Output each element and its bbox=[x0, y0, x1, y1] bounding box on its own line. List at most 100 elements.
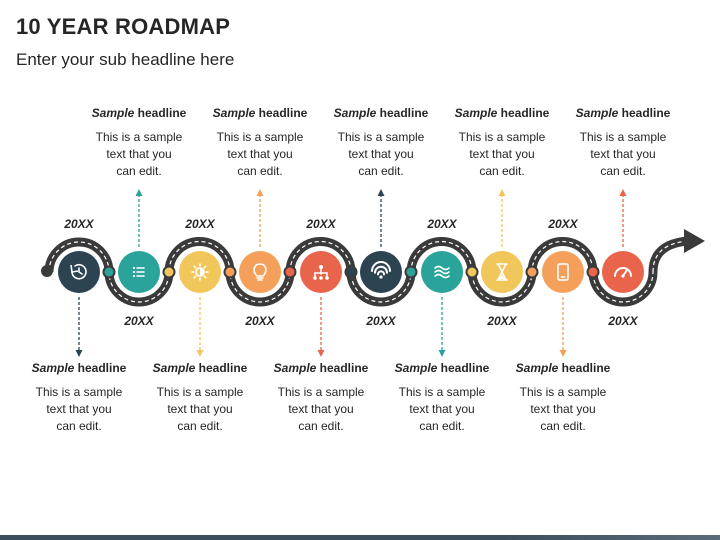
step-arrow bbox=[377, 189, 385, 196]
step-headline-rest: headline bbox=[134, 106, 187, 120]
roadmap-step-2 bbox=[116, 189, 162, 295]
step-headline-em: Sample bbox=[394, 361, 438, 375]
road-junction-dot bbox=[223, 265, 237, 279]
step-text: This is a sample text that you can edit. bbox=[84, 129, 194, 180]
step-text-line: text that you bbox=[469, 147, 535, 161]
step-text-line: can edit. bbox=[237, 164, 283, 178]
wifi-icon bbox=[371, 261, 391, 279]
roadmap-step-7 bbox=[419, 249, 465, 357]
roadmap-step-10 bbox=[600, 189, 646, 295]
step-year-text: 20XX bbox=[427, 217, 457, 231]
step-headline-rest: headline bbox=[497, 106, 550, 120]
step-arrow bbox=[135, 189, 143, 196]
step-year-text: 20XX bbox=[306, 217, 336, 231]
road-start-cap bbox=[41, 265, 53, 277]
road-junction-dot bbox=[586, 265, 600, 279]
step-text-line: text that you bbox=[530, 402, 596, 416]
step-headline-rest: headline bbox=[255, 106, 308, 120]
step-arrow bbox=[317, 350, 325, 357]
step-arrow bbox=[559, 350, 567, 357]
step-year-text: 20XX bbox=[548, 217, 578, 231]
step-headline: Sample headline bbox=[256, 361, 386, 375]
step-year-text: 20XX bbox=[608, 314, 638, 328]
step-headline-em: Sample bbox=[575, 106, 619, 120]
step-text-line: can edit. bbox=[479, 164, 525, 178]
page-title: 10 YEAR ROADMAP bbox=[16, 14, 231, 39]
step-text-line: can edit. bbox=[177, 419, 223, 433]
road-junction-dot bbox=[102, 265, 116, 279]
roadmap-step-9 bbox=[540, 249, 586, 357]
step-text: This is a sample text that you can edit. bbox=[508, 384, 618, 435]
road-junction-dot bbox=[344, 265, 358, 279]
step-headline-rest: headline bbox=[74, 361, 127, 375]
roadmap-step-1 bbox=[56, 249, 102, 357]
step-headline: Sample headline bbox=[135, 361, 265, 375]
step-headline-em: Sample bbox=[152, 361, 196, 375]
step-year-text: 20XX bbox=[124, 314, 154, 328]
step-text-line: This is a sample bbox=[216, 130, 304, 144]
road-dashes bbox=[48, 240, 654, 303]
hourglass-icon bbox=[496, 263, 508, 281]
history-icon bbox=[70, 263, 87, 280]
step-year-text: 20XX bbox=[64, 217, 94, 231]
road-junction-dot bbox=[283, 265, 297, 279]
step-node bbox=[602, 251, 644, 293]
step-arrow bbox=[256, 189, 264, 196]
step-text: This is a sample text that you can edit. bbox=[447, 129, 557, 180]
step-headline-em: Sample bbox=[333, 106, 377, 120]
step-text-line: can edit. bbox=[600, 164, 646, 178]
step-headline: Sample headline bbox=[74, 106, 204, 120]
step-text-line: This is a sample bbox=[95, 130, 183, 144]
step-headline: Sample headline bbox=[316, 106, 446, 120]
roadmap-step-6 bbox=[358, 189, 404, 295]
step-text-line: can edit. bbox=[116, 164, 162, 178]
step-arrow bbox=[196, 350, 204, 357]
step-headline: Sample headline bbox=[437, 106, 567, 120]
step-arrow bbox=[619, 189, 627, 196]
step-text-line: can edit. bbox=[419, 419, 465, 433]
gauge-icon bbox=[614, 267, 632, 278]
step-headline-em: Sample bbox=[273, 361, 317, 375]
step-year: 20XX bbox=[54, 217, 104, 231]
bulb-icon bbox=[253, 263, 267, 281]
footer-bar bbox=[0, 535, 720, 540]
step-headline: Sample headline bbox=[195, 106, 325, 120]
page-subtitle: Enter your sub headline here bbox=[16, 50, 235, 69]
step-year-text: 20XX bbox=[185, 217, 215, 231]
step-text-line: This is a sample bbox=[156, 385, 244, 399]
step-text-line: text that you bbox=[106, 147, 172, 161]
step-arrow bbox=[75, 350, 83, 357]
step-headline-rest: headline bbox=[316, 361, 369, 375]
step-node bbox=[542, 251, 584, 293]
road-junction-dot bbox=[465, 265, 479, 279]
step-headline: Sample headline bbox=[498, 361, 628, 375]
step-headline-rest: headline bbox=[558, 361, 611, 375]
step-headline-rest: headline bbox=[437, 361, 490, 375]
road-junction-dot bbox=[404, 265, 418, 279]
road-junction-dot bbox=[162, 265, 176, 279]
step-headline-em: Sample bbox=[212, 106, 256, 120]
sun-icon bbox=[191, 263, 209, 281]
step-text: This is a sample text that you can edit. bbox=[266, 384, 376, 435]
road bbox=[41, 229, 705, 307]
step-text-line: can edit. bbox=[358, 164, 404, 178]
step-headline: Sample headline bbox=[558, 106, 688, 120]
step-text-line: can edit. bbox=[540, 419, 586, 433]
step-text-line: This is a sample bbox=[35, 385, 123, 399]
step-text-line: text that you bbox=[167, 402, 233, 416]
step-text: This is a sample text that you can edit. bbox=[387, 384, 497, 435]
step-text-line: This is a sample bbox=[337, 130, 425, 144]
step-year: 20XX bbox=[175, 217, 225, 231]
network-icon bbox=[313, 265, 329, 280]
step-text-line: text that you bbox=[409, 402, 475, 416]
step-year-text: 20XX bbox=[366, 314, 396, 328]
step-headline-rest: headline bbox=[618, 106, 671, 120]
step-year: 20XX bbox=[477, 314, 527, 328]
step-year: 20XX bbox=[235, 314, 285, 328]
roadmap-step-8 bbox=[479, 189, 525, 295]
step-headline-em: Sample bbox=[31, 361, 75, 375]
step-year: 20XX bbox=[356, 314, 406, 328]
step-headline-rest: headline bbox=[195, 361, 248, 375]
step-text-line: This is a sample bbox=[398, 385, 486, 399]
